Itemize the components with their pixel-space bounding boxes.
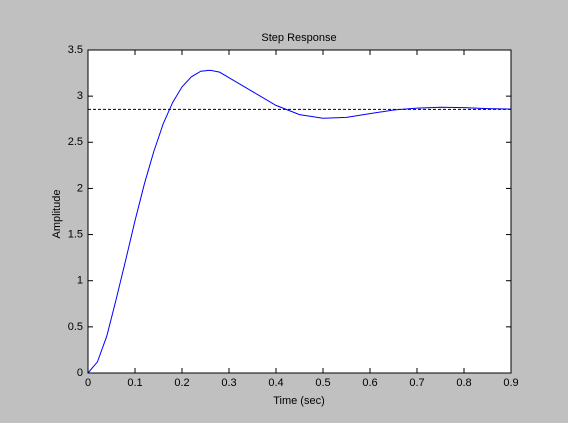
y-tick-label: 1.5 [68,228,83,240]
plot-area [88,50,511,373]
x-tick-label: 0.1 [127,377,142,389]
x-tick-label: 0.5 [315,377,330,389]
y-tick-label: 1 [77,275,83,287]
x-axis-label: Time (sec) [273,395,325,407]
series-line [87,69,512,374]
x-tick-label: 0.2 [174,377,189,389]
y-tick-label: 3.5 [68,44,83,56]
x-tick-label: 0.7 [409,377,424,389]
x-tick-label: 0.4 [268,377,283,389]
y-tick-label: 0.5 [68,321,83,333]
y-tick-label: 2 [77,182,83,194]
x-tick-label: 0.8 [456,377,471,389]
y-tick-label: 2.5 [68,136,83,148]
chart-title: Step Response [261,32,336,44]
y-tick-label: 3 [77,90,83,102]
x-tick-label: 0.3 [221,377,236,389]
axes-box [87,49,512,374]
x-tick-label: 0.6 [362,377,377,389]
y-tick-label: 0 [77,367,83,379]
x-tick-label: 0.9 [503,377,518,389]
x-tick-label: 0 [85,377,91,389]
y-axis-label: Amplitude [51,190,63,239]
